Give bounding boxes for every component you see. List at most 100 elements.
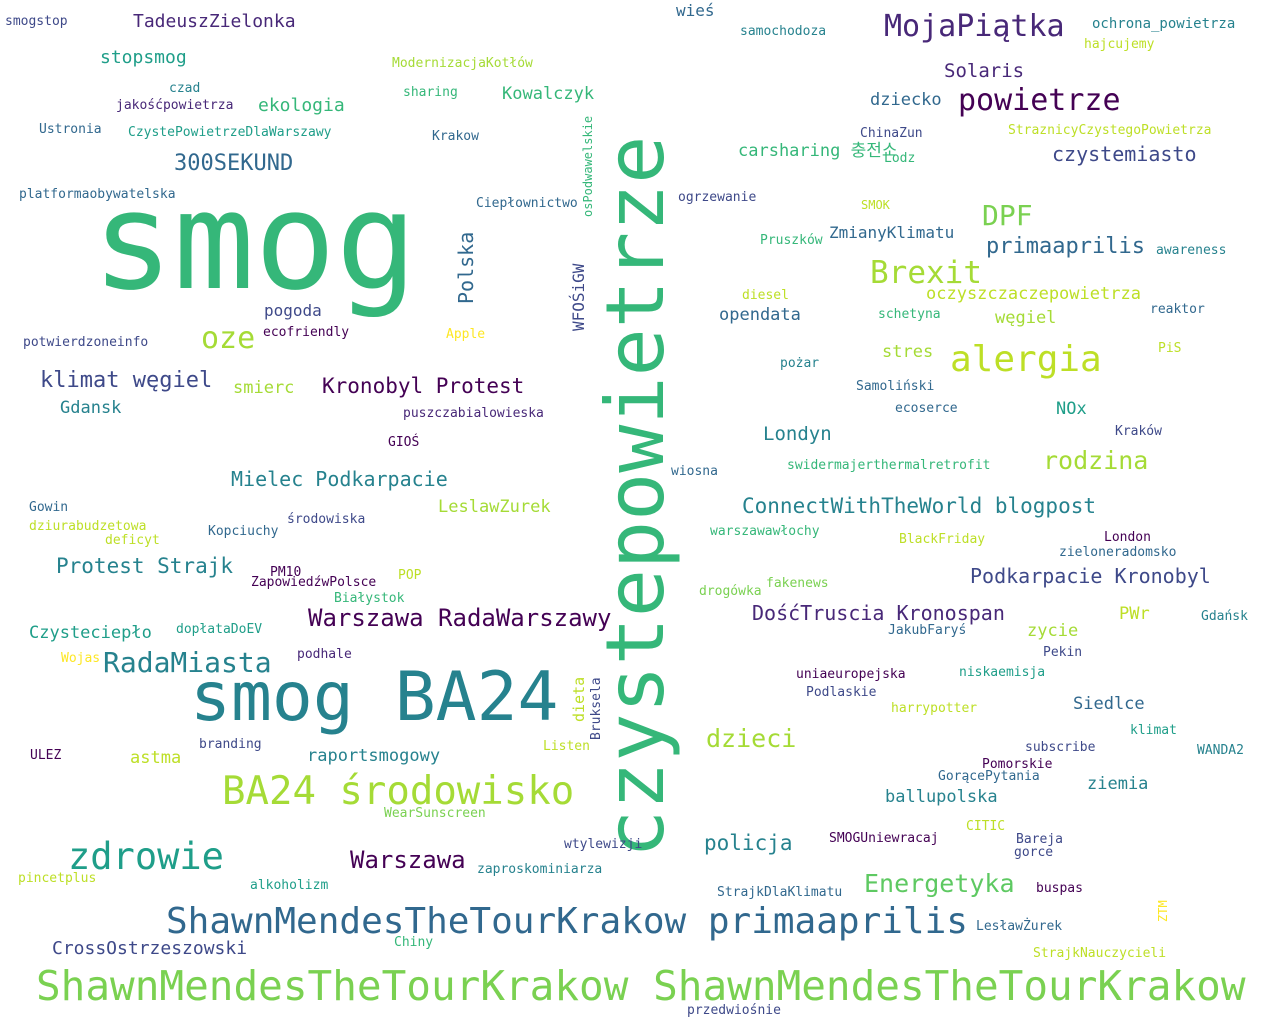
cloud-word: StrajkNauczycieli (1033, 946, 1167, 961)
cloud-word: Kraków (1115, 424, 1162, 439)
cloud-word: Podlaskie (806, 685, 877, 700)
cloud-word: Ciepłownictwo (476, 196, 578, 211)
cloud-word: NOx (1056, 399, 1087, 419)
cloud-word: stres (882, 342, 934, 362)
cloud-word: subscribe (1025, 740, 1096, 755)
cloud-word: Apple (446, 327, 486, 342)
cloud-word: SMOGUniewracaj (829, 831, 939, 846)
cloud-word: Energetyka (864, 869, 1015, 898)
cloud-word: Gowin (29, 500, 69, 515)
cloud-word: Kopciuchy (208, 524, 279, 539)
cloud-word: wieś (676, 1, 715, 20)
cloud-word: Pomorskie (982, 757, 1053, 772)
cloud-word: zieloneradomsko (1059, 545, 1177, 560)
cloud-word: puszczabialowieska (403, 406, 544, 421)
cloud-word: warszawawłochy (710, 524, 820, 539)
cloud-word: schetyna (878, 307, 941, 322)
cloud-word: klimat węgiel (40, 368, 213, 393)
cloud-word: ogrzewanie (678, 190, 757, 205)
cloud-word: astma (130, 748, 182, 768)
cloud-word: czystemiasto (1052, 142, 1197, 166)
cloud-word: ecoserce (895, 401, 958, 416)
cloud-word: Protest Strajk (56, 554, 234, 578)
cloud-word: London (1104, 530, 1151, 545)
cloud-word: carsharing 충전소 (738, 141, 898, 161)
cloud-word: opendata (719, 305, 801, 325)
cloud-word: smog BA24 (190, 658, 559, 737)
cloud-word: deficyt (105, 533, 160, 548)
cloud-word: raportsmogowy (307, 746, 441, 766)
cloud-word: dieta (570, 676, 588, 722)
cloud-word: StrajkDlaKlimatu (717, 885, 843, 900)
cloud-word: ChinaZun (860, 126, 923, 141)
cloud-word: diesel (742, 288, 789, 303)
cloud-word: uniaeuropejska (796, 667, 906, 682)
cloud-word: Czysteciepło (29, 623, 152, 643)
cloud-word: WANDA2 (1197, 743, 1244, 758)
cloud-word: Chiny (394, 935, 434, 950)
cloud-word: ZmianyKlimatu (829, 223, 955, 242)
cloud-word: WFOŚiGW (569, 263, 588, 331)
cloud-word: osPodwawelskie (581, 115, 595, 217)
cloud-word: MojaPiątka (884, 9, 1065, 44)
cloud-word: ecofriendly (263, 325, 350, 340)
cloud-word: Solaris (944, 60, 1025, 82)
cloud-word: czystepowietrze (589, 135, 682, 858)
cloud-word: GIOŚ (388, 435, 420, 450)
cloud-word: ZTM (1156, 900, 1170, 922)
cloud-word: Krakow (432, 129, 479, 144)
cloud-word: Siedlce (1073, 694, 1145, 714)
cloud-word: rodzina (1043, 446, 1149, 475)
cloud-word: gorce (1014, 845, 1054, 860)
cloud-word: pincetplus (18, 871, 97, 886)
cloud-word: Bareja (1016, 832, 1063, 847)
cloud-word: zycie (1027, 621, 1079, 641)
cloud-word: smierc (233, 378, 295, 398)
cloud-word: WearSunscreen (384, 806, 486, 821)
cloud-word: dziecko (870, 90, 942, 110)
cloud-word: Białystok (334, 591, 405, 606)
cloud-word: Gdańsk (1201, 609, 1248, 624)
cloud-word: platformaobywatelska (19, 187, 176, 202)
cloud-word: oze (201, 321, 256, 356)
cloud-word: fakenews (766, 576, 829, 591)
cloud-word: dopłataDoEV (176, 622, 263, 637)
cloud-word: swidermajerthermalretrofit (787, 458, 991, 473)
cloud-word: drogówka (699, 584, 762, 599)
cloud-word: smog (92, 163, 418, 320)
cloud-word: oczyszczaczepowietrza (926, 284, 1141, 304)
cloud-word: Bruksela (589, 677, 604, 740)
cloud-word: Gdansk (60, 398, 122, 418)
cloud-word: pożar (780, 356, 820, 371)
cloud-word: DośćTruscia Kronospan (752, 601, 1005, 625)
cloud-word: pogoda (264, 301, 322, 320)
cloud-word: Podkarpacie Kronobyl (970, 564, 1211, 588)
cloud-word: StraznicyCzystegoPowietrza (1008, 123, 1212, 138)
cloud-word: reaktor (1150, 302, 1205, 317)
cloud-word: ziemia (1087, 774, 1149, 794)
cloud-word: policja (704, 831, 793, 855)
cloud-word: GorącePytania (938, 769, 1040, 784)
cloud-word: ShawnMendesTheTourKrakow ShawnMendesTheT… (36, 962, 1246, 1010)
cloud-word: niskaemisja (959, 665, 1046, 680)
cloud-word: branding (199, 737, 262, 752)
cloud-word: Wojas (61, 651, 101, 666)
cloud-word: PM10 (270, 565, 302, 580)
cloud-word: awareness (1156, 243, 1227, 258)
cloud-word: ShawnMendesTheTourKrakow primaaprilis (166, 901, 968, 942)
cloud-word: środowiska (287, 512, 366, 527)
cloud-word: stopsmog (100, 47, 187, 68)
cloud-word: ekologia (258, 95, 345, 116)
cloud-word: TadeuszZielonka (133, 11, 296, 32)
cloud-word: węgiel (995, 308, 1057, 328)
cloud-word: PWr (1119, 604, 1150, 624)
cloud-word: czad (169, 81, 201, 96)
cloud-word: samochodoza (740, 24, 827, 39)
cloud-word: jakośćpowietrza (116, 98, 234, 113)
cloud-word: sharing (403, 85, 458, 100)
cloud-word: BA24 środowisko (222, 769, 575, 814)
cloud-word: wtylewizji (564, 837, 643, 852)
cloud-word: Mielec Podkarpacie (231, 467, 448, 491)
cloud-word: Ustronia (39, 122, 102, 137)
